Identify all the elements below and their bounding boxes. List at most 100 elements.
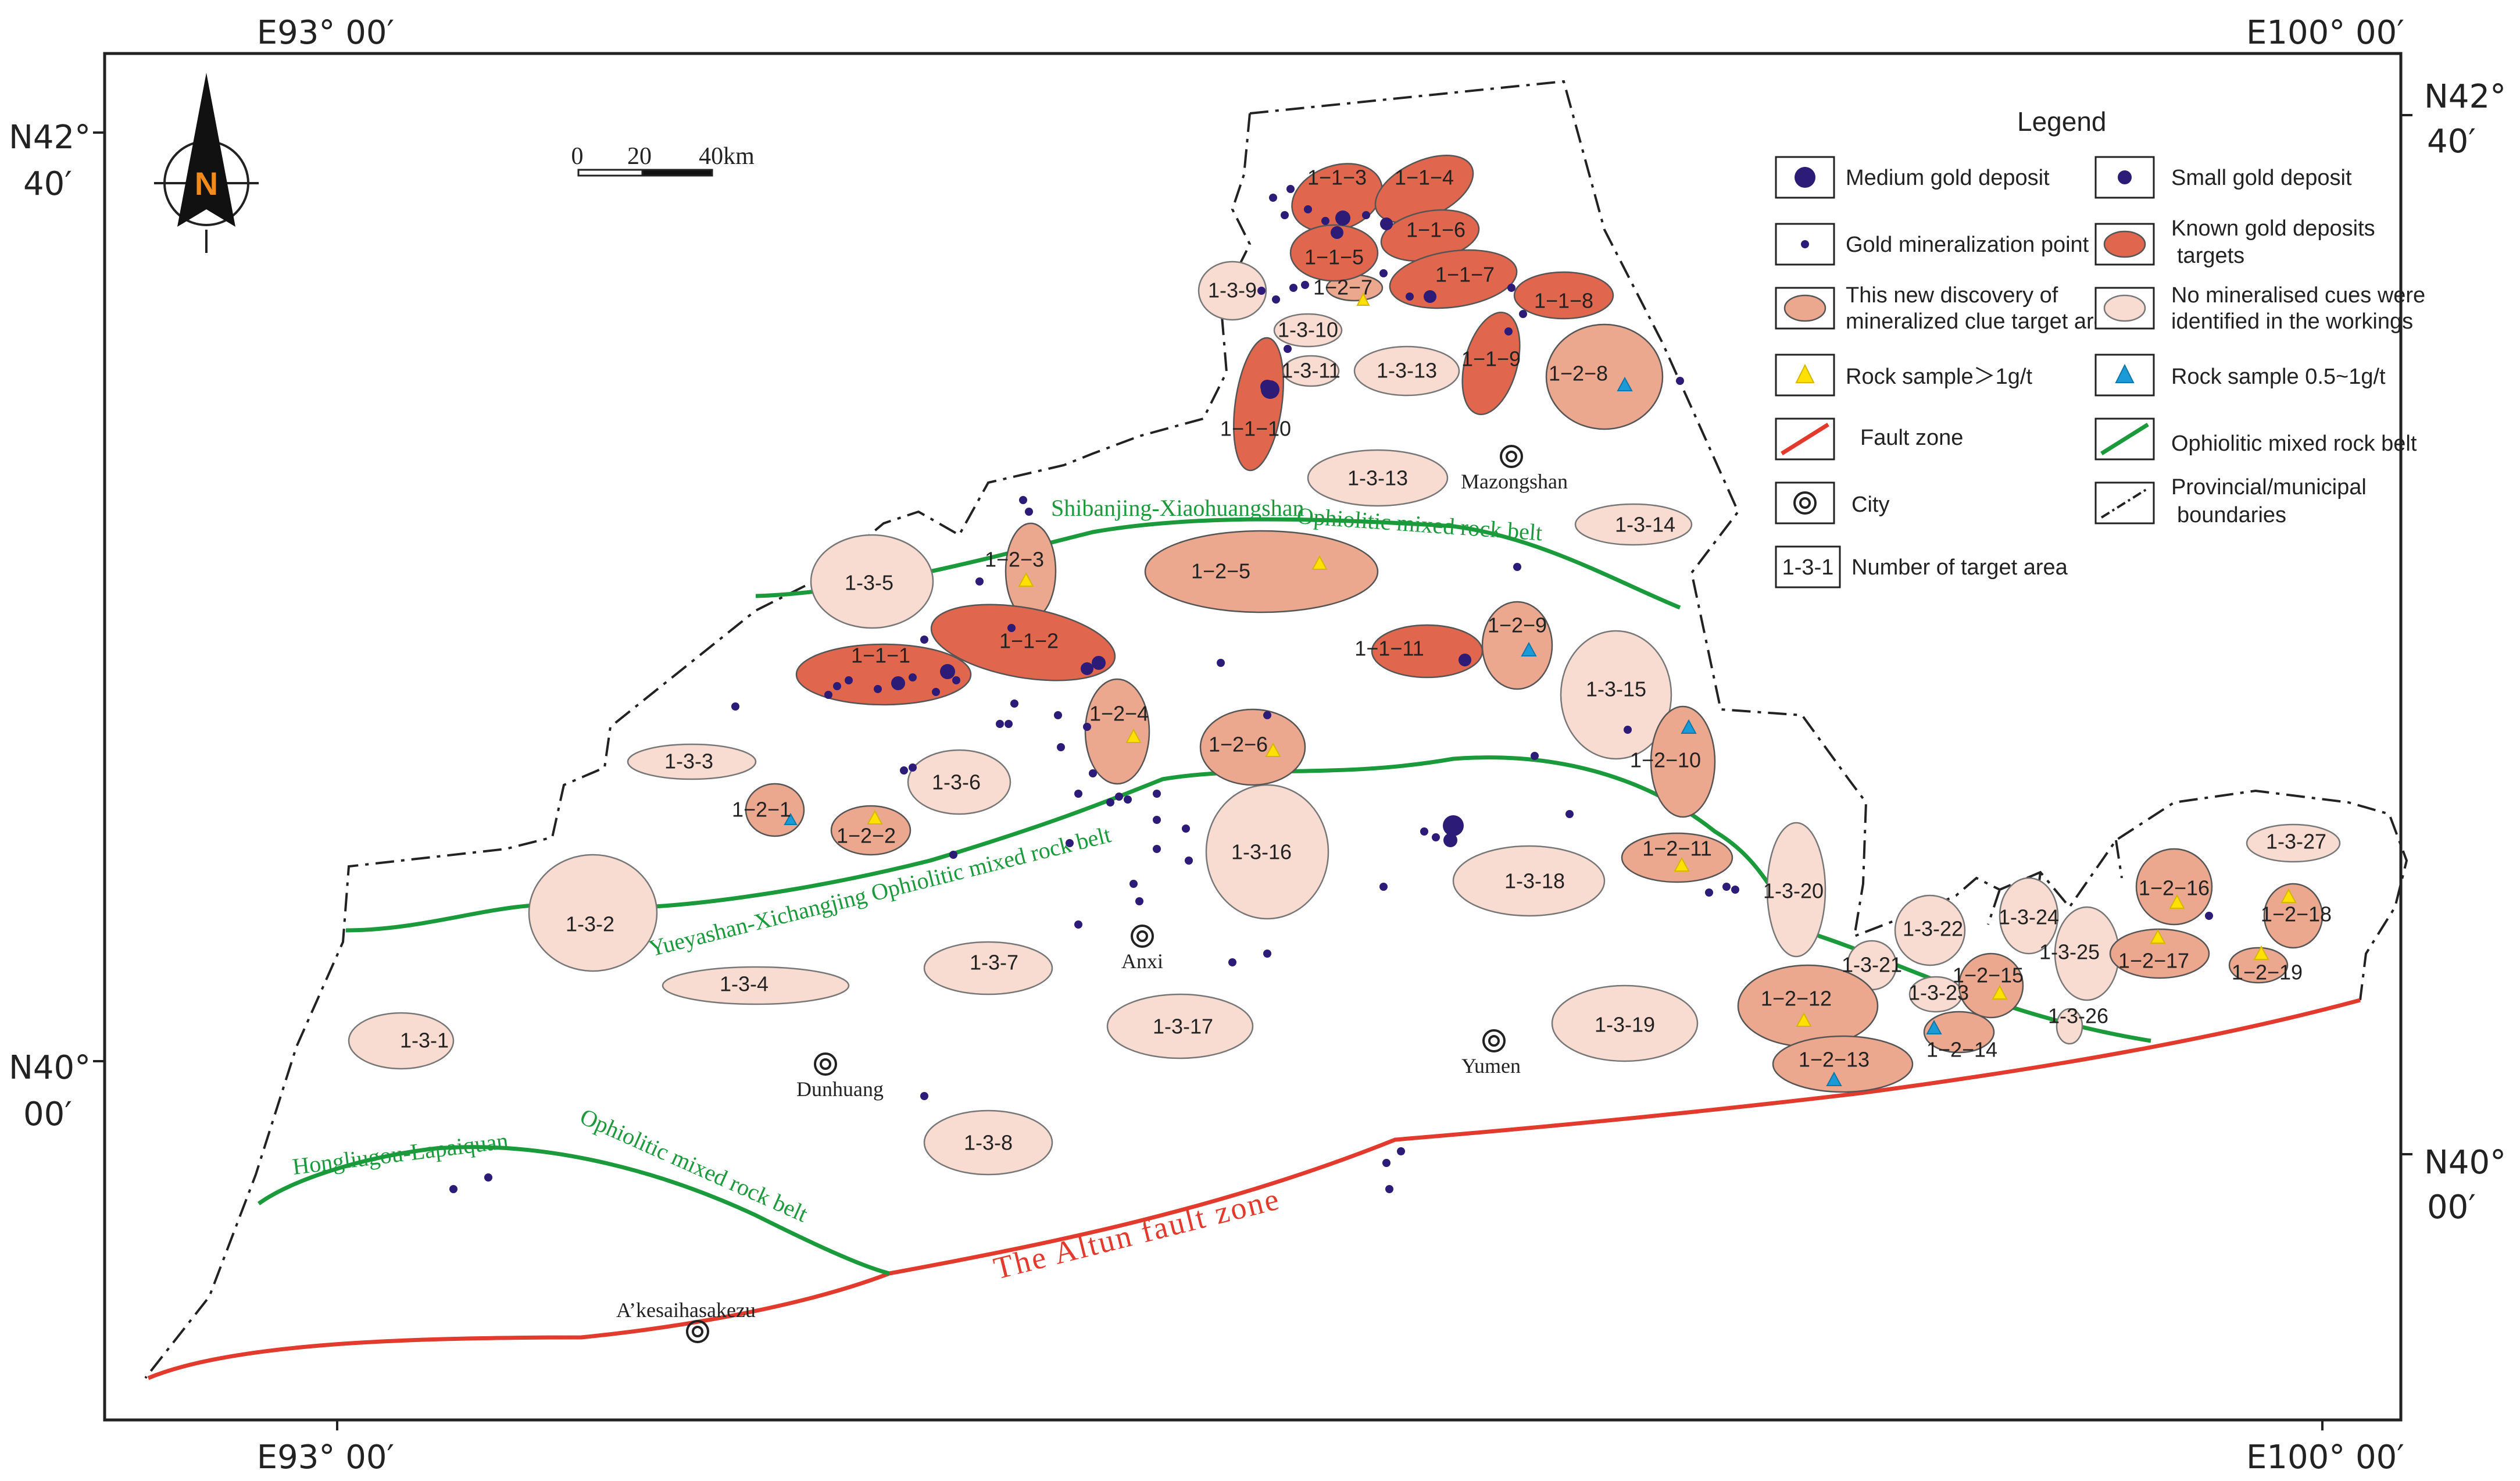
legend-medium-gold: Medium gold deposit <box>1846 166 2050 190</box>
target-labels: 1−1−1 1−1−2 1−1−3 1−1−4 1−1−5 1−1−6 1−1−… <box>400 166 2332 1155</box>
label-1-1-9: 1−1−9 <box>1461 347 1521 371</box>
label-1-2-3: 1−2−3 <box>985 548 1044 572</box>
target-area-1-2-15 <box>1958 952 2024 1019</box>
city-icon <box>1131 925 1154 948</box>
legend-mineralization-point: Gold mineralization point <box>1846 233 2089 257</box>
label-1-3-18: 1-3-18 <box>1504 869 1565 893</box>
label-1-1-6: 1−1−6 <box>1406 218 1465 242</box>
scale-tick-0: 0 <box>571 143 584 170</box>
target-area-1-3-2 <box>528 854 658 972</box>
target-area-1-3-5 <box>810 534 934 629</box>
target-area-1-2-10 <box>1650 705 1716 818</box>
legend: Legend Medium gold deposit Small gold de… <box>1775 106 2425 588</box>
coord-bottom-right: E100° 00′ <box>2246 1439 2404 1476</box>
target-area-1-3-24 <box>1999 877 2059 955</box>
label-1-3-14: 1-3-14 <box>1615 513 1675 537</box>
label-1-2-2: 1−2−2 <box>837 824 896 848</box>
target-area-1-3-13b <box>1307 449 1449 507</box>
target-area-1-3-4 <box>662 966 850 1005</box>
new-discovery-targets <box>745 274 2324 1093</box>
label-1-2-13: 1−2−13 <box>1799 1048 1870 1072</box>
belt-label-shibanjing-a: Shibanjing-Xiaohuangshan <box>1051 495 1304 521</box>
target-area-1-2-4 <box>1084 678 1150 785</box>
city-dunhuang: Dunhuang <box>796 1052 884 1101</box>
label-1-2-17: 1−2−17 <box>2118 949 2189 973</box>
legend-rock-high: Rock sample＞1g/t <box>1846 365 2032 389</box>
legend-city-icon <box>1793 491 1817 515</box>
target-area-1-2-17 <box>2109 928 2210 979</box>
rock-samples-mid <box>784 376 1942 1086</box>
label-1-3-16: 1-3-16 <box>1231 840 1292 864</box>
city-label-mazongshan: Mazongshan <box>1461 470 1568 493</box>
target-area-1-2-8 <box>1545 323 1664 430</box>
coord-right-upper-deg: N42° <box>2424 78 2506 116</box>
legend-no-mineralised-icon <box>2103 294 2146 322</box>
city-label-yumen: Yumen <box>1461 1054 1521 1077</box>
target-area-1-2-13 <box>1772 1035 1914 1093</box>
city-anxi: Anxi <box>1121 925 1163 973</box>
legend-fault: Fault zone <box>1860 426 1963 450</box>
legend-medium-gold-icon <box>1795 167 1815 188</box>
label-1-3-8: 1-3-8 <box>964 1131 1013 1155</box>
city-icon <box>1482 1029 1506 1052</box>
target-area-1-1-7 <box>1389 249 1518 309</box>
target-area-1-2-2 <box>830 805 912 856</box>
label-1-3-20: 1-3-20 <box>1763 879 1824 903</box>
coord-right-upper-min: 40′ <box>2427 123 2476 160</box>
label-1-2-8: 1−2−8 <box>1549 362 1608 386</box>
coord-right-lower-min: 00′ <box>2427 1189 2476 1226</box>
legend-city: City <box>1851 493 1889 517</box>
label-1-3-4: 1-3-4 <box>720 972 768 996</box>
coord-left-lower-deg: N40° <box>9 1049 91 1087</box>
north-arrow: N <box>154 73 259 253</box>
label-1-3-24: 1-3-24 <box>1999 905 2059 929</box>
label-1-2-7: 1−2−7 <box>1313 276 1372 299</box>
coord-bottom-left: E93° 00′ <box>257 1439 394 1476</box>
legend-small-gold-icon <box>2118 170 2132 184</box>
legend-rock-high-icon <box>1795 363 1815 383</box>
label-1-3-22: 1-3-22 <box>1903 917 1963 941</box>
label-1-3-5: 1-3-5 <box>845 571 893 595</box>
label-1-2-6: 1−2−6 <box>1209 733 1268 756</box>
legend-mineralization-point-icon <box>1801 240 1809 248</box>
label-1-1-8: 1−1−8 <box>1534 289 1593 313</box>
label-1-1-11: 1−1−11 <box>1354 637 1424 661</box>
target-area-1-2-14 <box>1923 1011 1995 1054</box>
coord-left-upper-deg: N42° <box>9 119 91 156</box>
label-1-3-25: 1-3-25 <box>2039 940 2100 964</box>
provincial-boundary <box>144 80 2408 1379</box>
label-1-2-18: 1−2−18 <box>2261 902 2332 926</box>
legend-known-icon <box>2103 230 2146 258</box>
label-1-2-11: 1−2−11 <box>1642 837 1711 861</box>
hongliugou-belt-line <box>257 1145 890 1276</box>
label-1-3-27: 1-3-27 <box>2266 830 2326 854</box>
target-area-1-2-19 <box>2228 947 2289 984</box>
label-1-3-19: 1-3-19 <box>1595 1013 1655 1037</box>
legend-no-mineralised-2: identified in the workings <box>2171 309 2413 334</box>
target-area-1-2-5 <box>1144 530 1379 613</box>
label-1-1-4: 1−1−4 <box>1395 166 1454 190</box>
label-1-3-6: 1-3-6 <box>932 770 981 794</box>
coord-top-left: E93° 00′ <box>257 14 394 52</box>
target-area-1-3-6 <box>907 749 1011 815</box>
label-1-3-23: 1-3-23 <box>1908 981 1969 1005</box>
known-targets <box>795 154 1614 706</box>
legend-known-1: Known gold deposits <box>2171 216 2375 241</box>
coord-left-upper-min: 40′ <box>23 165 72 203</box>
label-1-3-13a: 1-3-13 <box>1377 359 1437 383</box>
label-1-2-1: 1−2−1 <box>732 798 791 822</box>
legend-belt: Ophiolitic mixed rock belt <box>2171 431 2417 456</box>
no-mineralised-targets <box>348 260 2341 1176</box>
target-area-1-1-10 <box>1233 337 1284 472</box>
target-area-1-2-6 <box>1199 708 1306 786</box>
label-1-1-2: 1−1−2 <box>999 629 1059 653</box>
label-1-2-10: 1−2−10 <box>1630 748 1701 772</box>
legend-new-discovery-1: This new discovery of <box>1846 283 2058 308</box>
label-1-1-5: 1−1−5 <box>1304 245 1364 269</box>
north-letter: N <box>195 165 218 202</box>
target-area-1-2-16 <box>2135 848 2213 926</box>
medium-gold-deposits <box>1261 380 1464 836</box>
scale-tick-20: 20 <box>627 143 652 170</box>
label-1-2-12: 1−2−12 <box>1761 987 1832 1011</box>
city-yumen: Yumen <box>1461 1029 1521 1077</box>
